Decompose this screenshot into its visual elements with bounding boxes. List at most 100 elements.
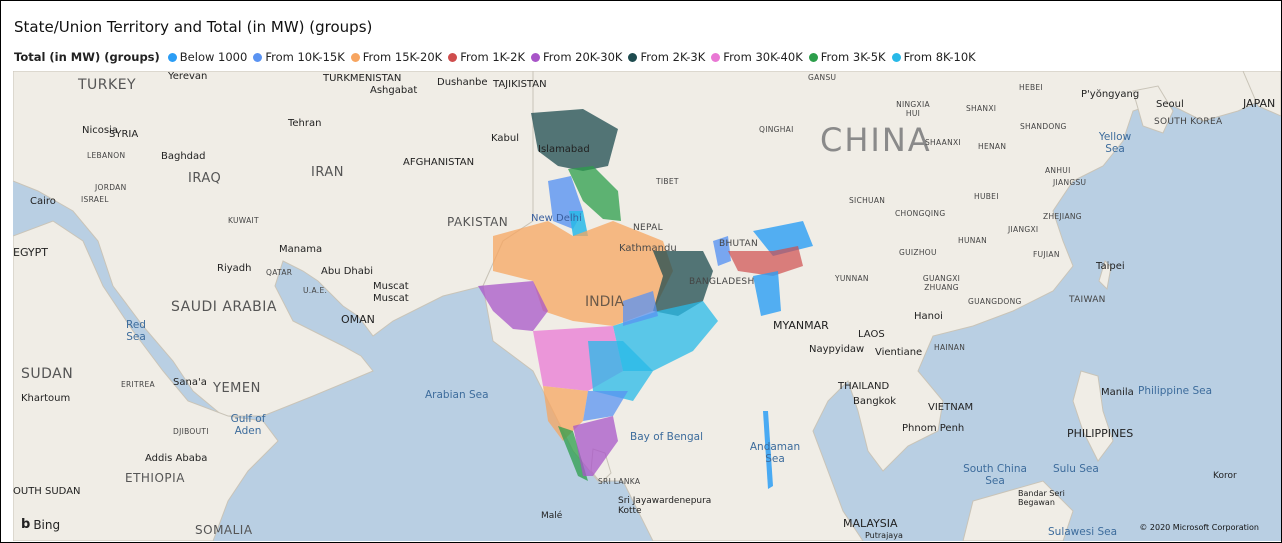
label-khartoum: Khartoum [21, 393, 71, 404]
label-india: INDIA [585, 294, 625, 310]
land-borneo [962, 480, 1074, 541]
label-phnom-penh: Phnom Penh [902, 423, 965, 434]
label-gulf-of-aden: Gulf of Aden [230, 413, 266, 437]
state-bihar-jharkhand [653, 251, 713, 316]
label-bay-of-bengal: Bay of Bengal [630, 431, 703, 443]
label-new-delhi: New Delhi [531, 213, 582, 224]
label-guangxi: GUANGXI ZHUANG [922, 274, 961, 292]
label-arabian-sea: Arabian Sea [425, 389, 489, 401]
legend-item-2k-3k[interactable]: From 2K-3K [628, 50, 705, 64]
state-sikkim-ne [713, 236, 731, 266]
state-kerala [558, 426, 588, 481]
legend: Total (in MW) (groups) Below 1000 From 1… [14, 50, 982, 64]
state-jammu-kashmir [531, 109, 618, 171]
label-putrajaya: Putrajaya [865, 531, 903, 540]
bing-label: Bing [33, 517, 61, 532]
land-africa [13, 220, 279, 541]
state-assam [728, 246, 803, 276]
legend-label: From 3K-5K [820, 50, 886, 64]
label-ningxia: NINGXIA HUI [896, 100, 930, 118]
label-guangdong: GUANGDONG [968, 297, 1022, 306]
label-vietnam: VIETNAM [928, 402, 974, 413]
label-seoul: Seoul [1156, 99, 1184, 110]
legend-item-30k-40k[interactable]: From 30K-40K [711, 50, 803, 64]
label-ethiopia: ETHIOPIA [125, 471, 185, 485]
state-himachal-uttarakhand [568, 166, 621, 221]
label-japan: JAPAN [1243, 97, 1276, 110]
legend-swatch [808, 52, 818, 62]
legend-swatch [531, 52, 541, 62]
label-turkmenistan: TURKMENISTAN [323, 73, 402, 84]
label-muscat-2: Muscat [373, 293, 409, 304]
label-andaman-sea: Andaman Sea [749, 441, 801, 465]
label-myanmar: MYANMAR [773, 319, 829, 332]
label-uae: U.A.E. [303, 286, 328, 295]
legend-item-below-1000[interactable]: Below 1000 [167, 50, 248, 64]
legend-label: From 20K-30K [543, 50, 623, 64]
land-korea [1132, 85, 1174, 134]
label-taiwan: TAIWAN [1069, 295, 1106, 305]
label-sri-lanka: SRI LANKA [598, 477, 641, 486]
label-china: CHINA [820, 121, 932, 159]
label-taipei: Taipei [1096, 261, 1125, 272]
label-abu-dhabi: Abu Dhabi [321, 266, 373, 277]
label-addis-ababa: Addis Ababa [145, 453, 208, 464]
state-ne-south [753, 271, 781, 316]
state-delhi [569, 211, 588, 236]
legend-item-20k-30k[interactable]: From 20K-30K [531, 50, 622, 64]
label-cairo: Cairo [30, 196, 56, 207]
label-lebanon: LEBANON [87, 151, 126, 160]
legend-swatch [891, 52, 901, 62]
label-manila: Manila [1101, 387, 1134, 398]
legend-label: From 1K-2K [460, 50, 526, 64]
label-thailand: THAILAND [838, 381, 890, 392]
legend-title: Total (in MW) (groups) [14, 50, 160, 64]
label-koror: Koror [1213, 471, 1237, 481]
label-anhui: ANHUI [1045, 166, 1071, 175]
state-ap-coast [583, 391, 628, 421]
label-muscat: Muscat [373, 281, 409, 292]
label-sulawesi-sea: Sulawesi Sea [1048, 526, 1118, 538]
label-ashgabat: Ashgabat [370, 85, 418, 96]
label-south-korea: SOUTH KOREA [1154, 117, 1223, 127]
legend-item-8k-10k[interactable]: From 8K-10K [891, 50, 976, 64]
label-qatar: QATAR [266, 268, 293, 277]
label-jiangxi: JIANGXI [1008, 225, 1039, 234]
state-chhattisgarh [623, 291, 658, 326]
legend-item-15k-20k[interactable]: From 15K-20K [350, 50, 443, 64]
label-philippines: PHILIPPINES [1067, 427, 1134, 440]
label-bandar-seri-begawan: Bandar Seri Begawan [1018, 489, 1065, 507]
label-iraq: IRAQ [188, 171, 222, 186]
state-gujarat [478, 281, 548, 331]
legend-swatch [253, 52, 263, 62]
legend-item-1k-2k[interactable]: From 1K-2K [448, 50, 525, 64]
label-male: Malé [541, 511, 563, 521]
label-hanoi: Hanoi [914, 311, 943, 322]
legend-swatch [628, 52, 638, 62]
label-nicosia: Nicosia [82, 125, 118, 136]
label-pakistan: PAKISTAN [447, 215, 509, 229]
label-laos: LAOS [858, 329, 885, 340]
legend-label: From 15K-20K [362, 50, 443, 64]
land-taiwan [1098, 260, 1112, 291]
legend-item-3k-5k[interactable]: From 3K-5K [808, 50, 886, 64]
label-malaysia: MALAYSIA [843, 517, 898, 530]
land-philippines [1072, 370, 1114, 462]
label-tajikistan: TAJIKISTAN [493, 79, 547, 90]
label-islamabad: Islamabad [538, 144, 590, 155]
legend-label: From 30K-40K [723, 50, 803, 64]
label-yellow-sea: Yellow Sea [1098, 131, 1132, 155]
label-hebei: HEBEI [1019, 83, 1043, 92]
bing-logo: b Bing [21, 517, 60, 532]
label-henan: HENAN [978, 142, 1007, 151]
label-turkey: TURKEY [78, 77, 137, 93]
legend-item-10k-15k[interactable]: From 10K-15K [253, 50, 345, 64]
map-canvas[interactable]: TURKEY SYRIA LEBANON JORDAN ISRAEL IRAQ … [13, 71, 1281, 541]
label-iran: IRAN [311, 165, 344, 180]
label-baghdad: Baghdad [161, 151, 206, 162]
label-bhutan: BHUTAN [719, 239, 759, 249]
label-yemen: YEMEN [213, 381, 261, 396]
label-zhejiang: ZHEJIANG [1043, 212, 1082, 221]
legend-label: Below 1000 [179, 50, 248, 64]
